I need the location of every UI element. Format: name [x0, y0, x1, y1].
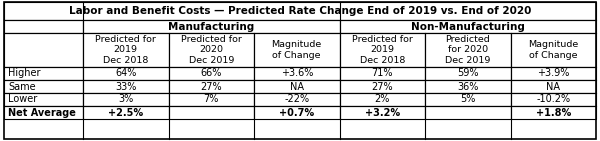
Bar: [254, 80, 340, 93]
Bar: [425, 33, 511, 67]
Bar: [254, 33, 340, 67]
Bar: [4, 80, 83, 93]
Bar: [4, 93, 83, 106]
Bar: [169, 33, 254, 67]
Bar: [425, 106, 511, 119]
Text: NA: NA: [546, 81, 560, 92]
Bar: [169, 106, 254, 119]
Text: 59%: 59%: [457, 69, 479, 79]
Text: Labor and Benefit Costs — Predicted Rate Change End of 2019 vs. End of 2020: Labor and Benefit Costs — Predicted Rate…: [69, 6, 531, 16]
Text: 66%: 66%: [200, 69, 222, 79]
Text: Predicted for
2019
Dec 2018: Predicted for 2019 Dec 2018: [95, 35, 156, 65]
Text: Higher: Higher: [8, 69, 41, 79]
Text: 64%: 64%: [115, 69, 136, 79]
Text: 2%: 2%: [374, 94, 390, 104]
Bar: [511, 93, 596, 106]
Bar: [4, 2, 596, 20]
Text: -10.2%: -10.2%: [536, 94, 571, 104]
Text: -22%: -22%: [284, 94, 310, 104]
Text: 27%: 27%: [200, 81, 222, 92]
Bar: [511, 80, 596, 93]
Text: +3.6%: +3.6%: [281, 69, 313, 79]
Bar: [340, 93, 425, 106]
Bar: [511, 106, 596, 119]
Text: Manufacturing: Manufacturing: [168, 21, 254, 31]
Text: Lower: Lower: [8, 94, 37, 104]
Text: +3.2%: +3.2%: [365, 107, 400, 117]
Text: 5%: 5%: [460, 94, 475, 104]
Text: Same: Same: [8, 81, 35, 92]
Text: NA: NA: [290, 81, 304, 92]
Text: 36%: 36%: [457, 81, 478, 92]
Bar: [511, 67, 596, 80]
Bar: [169, 67, 254, 80]
Bar: [340, 33, 425, 67]
Bar: [4, 33, 83, 67]
Text: 7%: 7%: [203, 94, 219, 104]
Text: +3.9%: +3.9%: [537, 69, 569, 79]
Text: 3%: 3%: [118, 94, 133, 104]
Bar: [169, 93, 254, 106]
Text: Predicted for
2019
Dec 2018: Predicted for 2019 Dec 2018: [352, 35, 413, 65]
Bar: [425, 67, 511, 80]
Bar: [83, 67, 169, 80]
Bar: [83, 106, 169, 119]
Text: +0.7%: +0.7%: [279, 107, 314, 117]
Bar: [83, 93, 169, 106]
Text: +2.5%: +2.5%: [108, 107, 143, 117]
Bar: [511, 33, 596, 67]
Bar: [83, 33, 169, 67]
Text: Predicted
for 2020
Dec 2019: Predicted for 2020 Dec 2019: [445, 35, 490, 65]
Bar: [425, 80, 511, 93]
Bar: [254, 93, 340, 106]
Bar: [254, 67, 340, 80]
Bar: [4, 20, 83, 33]
Bar: [254, 106, 340, 119]
Text: Net Average: Net Average: [8, 107, 76, 117]
Bar: [340, 106, 425, 119]
Bar: [425, 93, 511, 106]
Bar: [83, 80, 169, 93]
Bar: [4, 67, 83, 80]
Text: Non-Manufacturing: Non-Manufacturing: [411, 21, 524, 31]
Bar: [83, 20, 340, 33]
Text: Magnitude
of Change: Magnitude of Change: [528, 40, 578, 60]
Text: 27%: 27%: [371, 81, 393, 92]
Bar: [340, 80, 425, 93]
Bar: [340, 20, 596, 33]
Text: Predicted for
2020
Dec 2019: Predicted for 2020 Dec 2019: [181, 35, 242, 65]
Bar: [4, 106, 83, 119]
Text: 33%: 33%: [115, 81, 136, 92]
Text: Magnitude
of Change: Magnitude of Change: [272, 40, 322, 60]
Bar: [169, 80, 254, 93]
Text: +1.8%: +1.8%: [536, 107, 571, 117]
Bar: [340, 67, 425, 80]
Text: 71%: 71%: [371, 69, 393, 79]
